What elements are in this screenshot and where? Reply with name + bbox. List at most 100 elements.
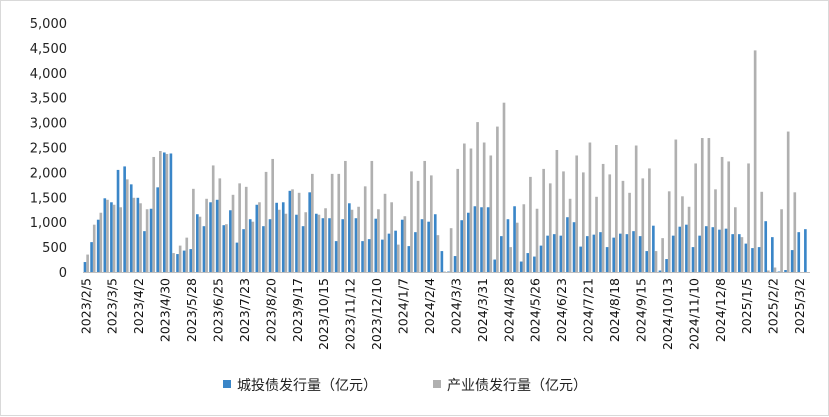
bar-chanye <box>291 189 294 272</box>
bar-chanye <box>542 168 545 272</box>
bar-chengtou <box>678 226 682 272</box>
bar-chanye <box>469 148 473 272</box>
bar-chanye <box>793 192 797 272</box>
y-tick-label: 4,500 <box>30 42 67 57</box>
bar-chanye <box>145 209 149 272</box>
bar-chanye <box>502 102 506 273</box>
bar-chanye <box>357 206 360 272</box>
bar-chengtou <box>281 202 285 272</box>
x-tick-label: 2024/7/21 <box>581 278 596 342</box>
bar-chengtou <box>552 234 556 272</box>
y-tick-label: 3,500 <box>30 92 67 107</box>
bar-chanye <box>159 150 162 272</box>
bar-chanye <box>317 214 321 272</box>
bar-chanye <box>522 204 526 272</box>
bar-chanye <box>489 155 493 272</box>
bar-chengtou <box>387 233 391 272</box>
bar-chengtou <box>539 245 543 272</box>
bar-chanye <box>218 178 222 272</box>
x-tick-label: 2025/2/2 <box>766 278 781 334</box>
x-tick-label: 2025/3/2 <box>792 278 807 334</box>
chengtou-bond-bars <box>83 152 807 272</box>
x-tick-label: 2023/9/17 <box>290 278 305 342</box>
bar-chengtou <box>407 246 411 272</box>
bar-chanye <box>377 209 380 272</box>
x-tick-label: 2025/1/5 <box>739 278 754 334</box>
bar-chengtou <box>665 259 668 272</box>
bar-chengtou <box>321 218 325 272</box>
bar-chanye <box>476 122 479 272</box>
bar-chanye <box>667 191 671 272</box>
bar-chengtou <box>764 221 768 272</box>
bar-chanye <box>595 196 598 272</box>
bar-chengtou <box>361 241 364 272</box>
bar-chengtou <box>777 271 781 272</box>
bar-chengtou <box>242 229 245 272</box>
bar-chengtou <box>751 248 754 272</box>
bar-chengtou <box>685 224 688 272</box>
bar-chanye <box>734 207 737 272</box>
bar-chengtou <box>96 219 100 272</box>
bar-chengtou <box>427 221 430 272</box>
bar-chengtou <box>334 241 338 272</box>
bar-chengtou <box>314 213 318 272</box>
bar-chengtou <box>546 235 549 272</box>
bar-chengtou <box>176 254 179 272</box>
bar-chanye <box>185 237 189 272</box>
bar-chanye <box>172 253 175 272</box>
bar-chengtou <box>737 234 741 272</box>
bar-chanye <box>674 139 678 272</box>
bar-chanye <box>211 165 215 272</box>
bar-chengtou <box>182 250 186 272</box>
bar-chanye <box>707 138 711 272</box>
bar-chanye <box>277 209 281 272</box>
bar-chengtou <box>559 235 563 272</box>
bar-chengtou <box>619 233 622 272</box>
x-tick-label: 2024/6/23 <box>554 278 569 342</box>
x-tick-label: 2024/3/31 <box>475 278 490 342</box>
bar-chengtou <box>744 243 748 272</box>
bar-chengtou <box>354 218 358 272</box>
bar-chanye <box>258 202 261 272</box>
bar-chengtou <box>480 207 483 272</box>
bar-chanye <box>106 199 109 272</box>
x-tick-label: 2023/6/25 <box>210 278 225 342</box>
bar-chengtou <box>572 222 576 272</box>
bar-chengtou <box>632 231 635 272</box>
bar-chengtou <box>704 226 708 272</box>
bar-chanye <box>324 208 327 272</box>
bar-chanye <box>271 158 274 272</box>
bar-chengtou <box>566 217 569 272</box>
bar-chanye <box>251 221 255 272</box>
bar-chanye <box>311 173 314 272</box>
bar-chanye <box>152 156 156 272</box>
x-tick-label: 2023/2/5 <box>78 278 93 334</box>
bar-chanye <box>225 224 228 272</box>
bar-chanye <box>641 178 645 272</box>
bar-chengtou <box>519 261 523 272</box>
bar-chengtou <box>103 198 107 272</box>
bar-chanye <box>410 171 413 272</box>
y-tick-label: 5,000 <box>30 17 67 32</box>
legend-swatch-chanye <box>433 380 441 388</box>
bar-chengtou <box>235 242 239 272</box>
x-axis: 2023/2/5 2023/3/5 2023/4/2 2023/4/30 2023/5/… <box>78 278 807 350</box>
bar-chanye <box>482 142 486 272</box>
bar-chanye <box>727 161 731 272</box>
bar-chanye <box>416 180 420 272</box>
bar-chanye <box>165 153 169 272</box>
bar-chengtou <box>308 192 312 272</box>
bar-chengtou <box>116 169 120 272</box>
bar-chanye <box>628 192 631 272</box>
bar-chengtou <box>638 236 642 272</box>
legend-swatch-chengtou <box>223 380 231 388</box>
bar-chanye <box>238 183 241 272</box>
bar-chengtou <box>526 253 530 272</box>
bar-chanye <box>390 202 393 272</box>
bar-chanye <box>330 173 334 272</box>
bar-chengtou <box>110 202 113 272</box>
bar-chanye <box>456 168 460 272</box>
bar-chengtou <box>275 202 278 272</box>
bar-chanye <box>714 189 717 272</box>
bar-chengtou <box>671 235 675 272</box>
